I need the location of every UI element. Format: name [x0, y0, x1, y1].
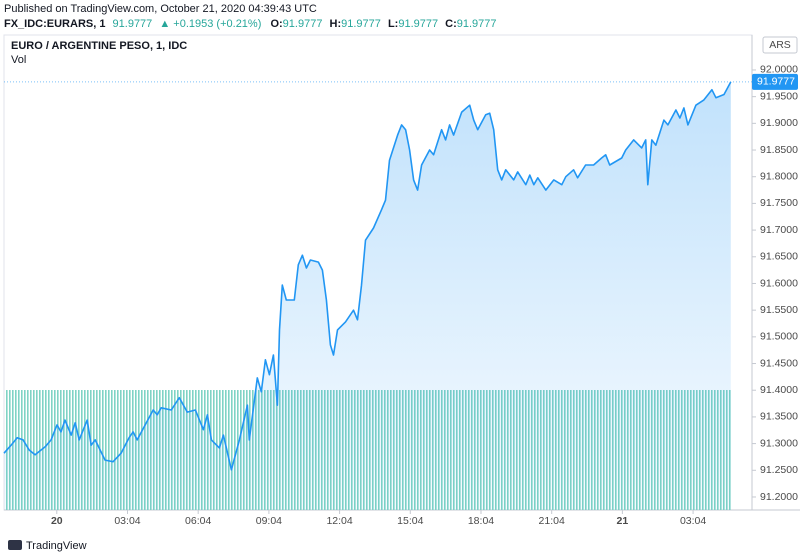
x-tick-label: 15:04 [397, 515, 423, 527]
ohlc-value: 91.9777 [457, 18, 497, 30]
y-tick-label: 91.4500 [760, 357, 798, 369]
x-tick-label: 20 [51, 515, 63, 527]
x-tick-label: 03:04 [680, 515, 706, 527]
legend-series: EURO / ARGENTINE PESO, 1, IDC [11, 40, 187, 52]
y-tick-label: 91.3000 [760, 437, 798, 449]
change: ▲ +0.1953 (+0.21%) [159, 18, 261, 30]
y-tick-label: 91.4000 [760, 384, 798, 396]
y-tick-label: 92.0000 [760, 64, 798, 76]
symbol: FX_IDC:EURARS, 1 [4, 18, 105, 30]
last-price-tag [752, 73, 798, 90]
y-tick-label: 91.5000 [760, 331, 798, 343]
ohlc-label: O: [270, 18, 282, 30]
y-tick-label: 91.8000 [760, 170, 798, 182]
y-tick-label: 91.9500 [760, 90, 798, 102]
price-line [3, 81, 732, 471]
x-tick-label: 21 [617, 515, 629, 527]
x-tick-label: 18:04 [468, 515, 494, 527]
ohlc-value: 91.9777 [283, 18, 323, 30]
legend-volume: Vol [11, 54, 26, 66]
y-tick-label: 91.3500 [760, 411, 798, 423]
x-tick-label: 21:04 [539, 515, 565, 527]
y-tick-label: 91.6500 [760, 251, 798, 263]
published-note: Published on TradingView.com, October 21… [4, 3, 317, 15]
y-tick-label: 91.9000 [760, 117, 798, 129]
x-tick-label: 06:04 [185, 515, 211, 527]
ohlc-label: L: [388, 18, 398, 30]
y-tick-label: 91.7000 [760, 224, 798, 236]
x-tick-label: 09:04 [256, 515, 282, 527]
last-price: 91.9777 [113, 18, 153, 30]
currency-box [762, 36, 798, 54]
brand-name: TradingView [26, 540, 87, 552]
currency: ARS [769, 39, 791, 51]
y-tick-label: 91.6000 [760, 277, 798, 289]
brand-logo [8, 540, 22, 550]
y-tick-label: 91.5500 [760, 304, 798, 316]
ohlc-label: C: [445, 18, 457, 30]
area-fill [4, 81, 731, 511]
x-tick-label: 12:04 [326, 515, 352, 527]
last-price-label: 91.9777 [757, 76, 795, 88]
y-tick-label: 91.2500 [760, 464, 798, 476]
y-tick-label: 91.7500 [760, 197, 798, 209]
y-tick-label: 91.2000 [760, 491, 798, 503]
y-tick-label: 91.8500 [760, 144, 798, 156]
ohlc-value: 91.9777 [341, 18, 381, 30]
x-tick-label: 03:04 [114, 515, 140, 527]
symbol-line: FX_IDC:EURARS, 1 91.9777 ▲ +0.1953 (+0.2… [4, 18, 497, 30]
brand: TradingView [8, 540, 87, 552]
ohlc-value: 91.9777 [398, 18, 438, 30]
ohlc-label: H: [330, 18, 342, 30]
